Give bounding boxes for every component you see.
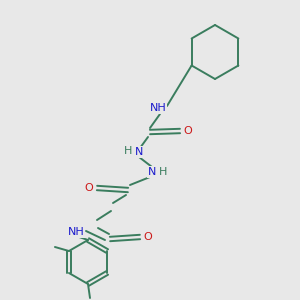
Text: NH: NH — [68, 227, 84, 237]
Text: NH: NH — [150, 103, 166, 113]
Text: O: O — [85, 183, 93, 193]
Text: H: H — [159, 167, 167, 177]
Text: O: O — [184, 126, 192, 136]
Text: N: N — [148, 167, 156, 177]
Text: N: N — [135, 147, 143, 157]
Text: H: H — [124, 146, 132, 156]
Text: O: O — [144, 232, 152, 242]
